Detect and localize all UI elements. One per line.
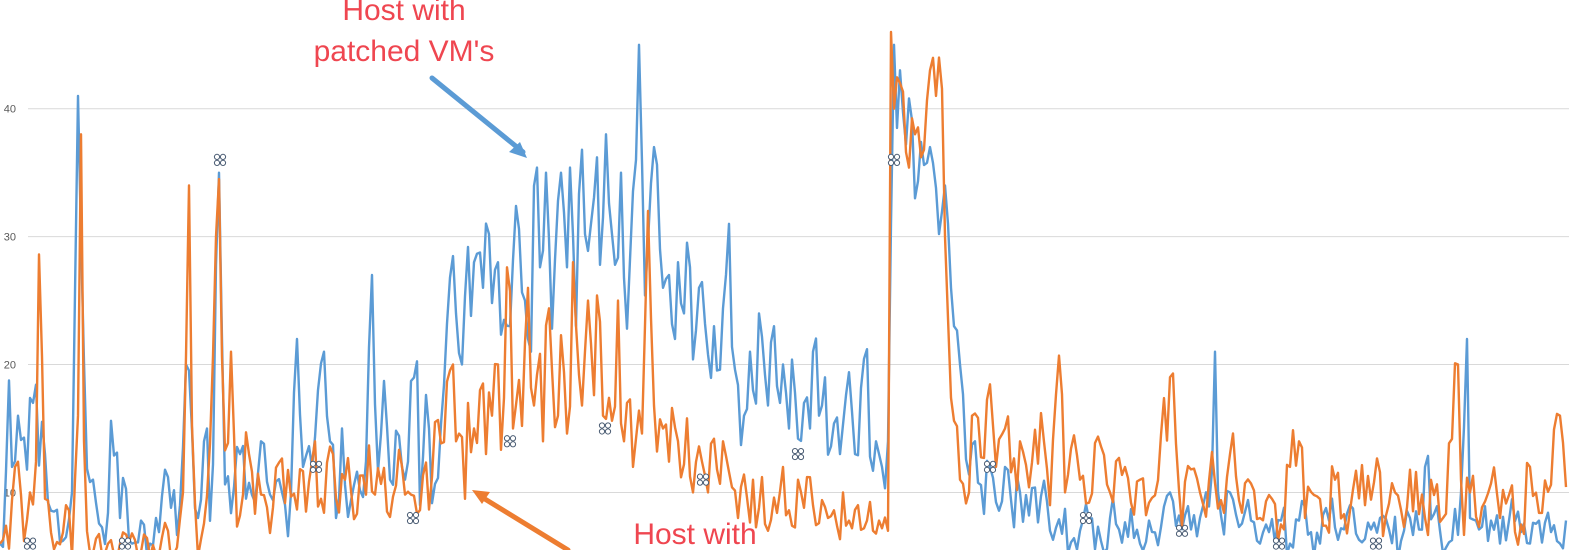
selection-marker bbox=[1079, 511, 1093, 525]
selection-marker bbox=[887, 153, 901, 166]
selection-marker bbox=[598, 422, 612, 435]
selection-marker bbox=[1175, 524, 1189, 537]
series-line-1 bbox=[0, 30, 1568, 550]
selection-marker bbox=[983, 460, 997, 473]
selection-marker bbox=[118, 537, 132, 550]
arrow-layer bbox=[429, 75, 571, 550]
selection-marker bbox=[503, 435, 517, 448]
selection-marker bbox=[309, 460, 323, 473]
y-tick-label: 30 bbox=[4, 232, 16, 244]
selection-marker bbox=[213, 153, 227, 166]
annotation-label: Host with bbox=[342, 0, 465, 27]
series-layer bbox=[0, 30, 1568, 550]
y-tick-label: 40 bbox=[4, 104, 16, 116]
selection-marker bbox=[1272, 537, 1286, 550]
marker-layer bbox=[23, 153, 1383, 550]
annotation-label: patched VM's bbox=[314, 35, 495, 68]
annotation-label: Host with bbox=[633, 518, 756, 550]
annotation-arrow bbox=[429, 75, 526, 155]
selection-marker bbox=[791, 447, 805, 461]
selection-marker bbox=[1369, 537, 1383, 550]
selection-marker bbox=[696, 473, 710, 486]
selection-marker bbox=[23, 537, 37, 550]
annotation-layer: Host with patched VM's Host with bbox=[314, 0, 757, 550]
annotation-arrowhead bbox=[472, 490, 490, 504]
annotation-arrow bbox=[477, 493, 571, 550]
y-tick-label: 20 bbox=[4, 360, 16, 372]
selection-marker bbox=[406, 511, 420, 525]
annotation-arrowhead bbox=[509, 142, 527, 158]
